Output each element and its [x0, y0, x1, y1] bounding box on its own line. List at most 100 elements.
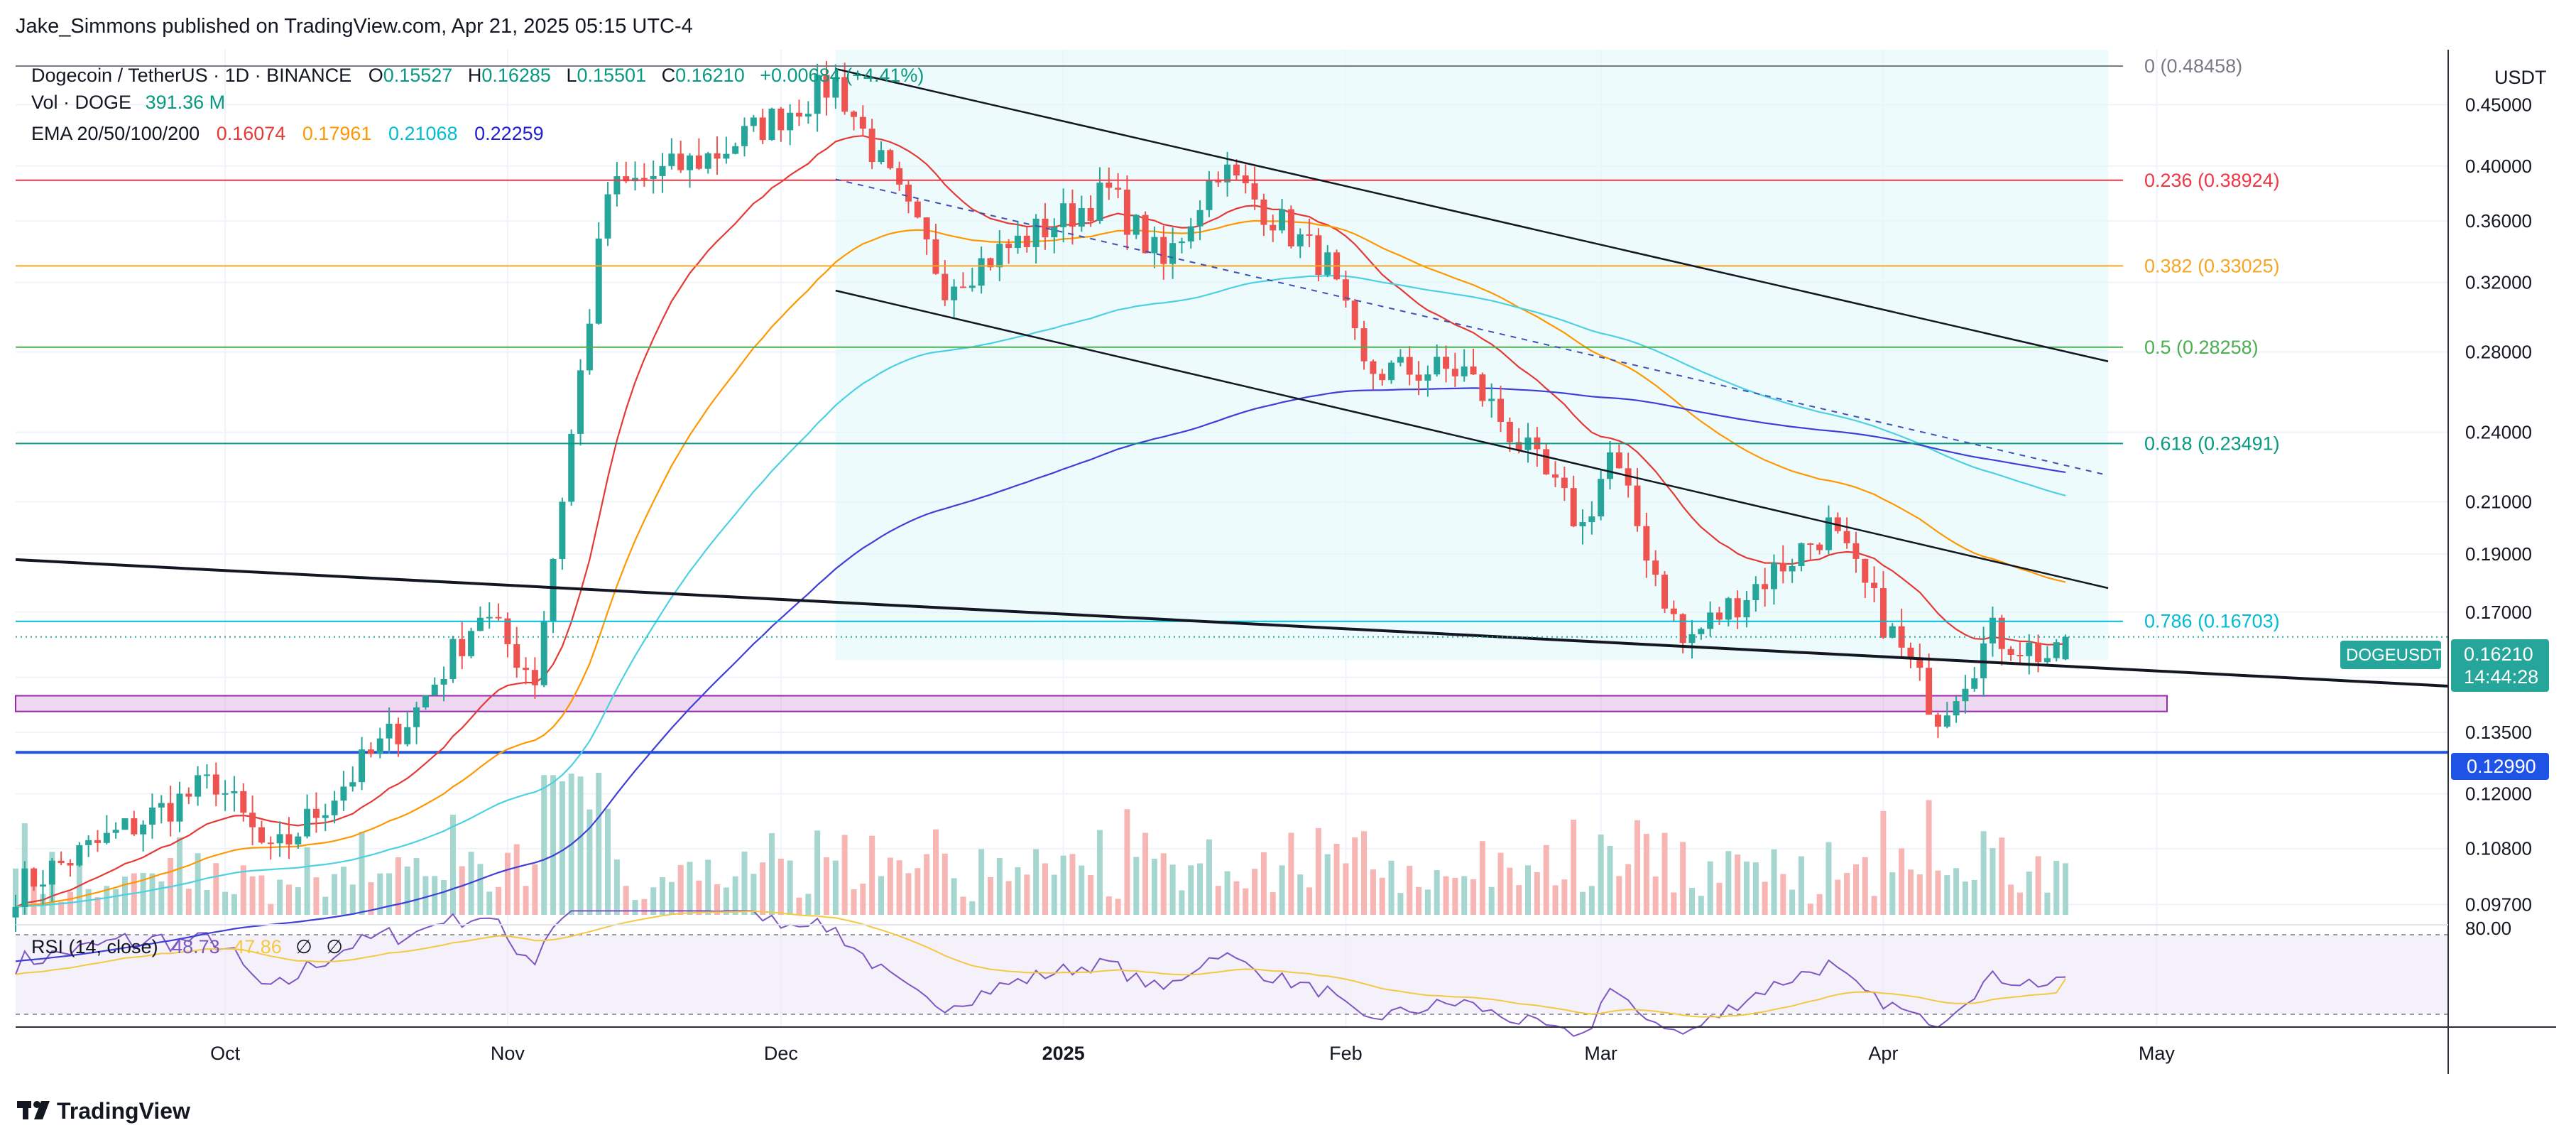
candle-body	[1515, 442, 1522, 450]
ema-label[interactable]: EMA 20/50/100/200	[31, 123, 200, 144]
volume-bars	[13, 773, 2069, 915]
high-label: H	[468, 65, 482, 86]
volume-bar	[841, 835, 848, 915]
candle-body	[2026, 642, 2033, 656]
volume-bar	[140, 873, 146, 915]
candle-body	[750, 117, 757, 126]
candle-body	[923, 217, 930, 240]
candle-body	[1552, 474, 1559, 478]
volume-bar	[696, 880, 702, 915]
candle-body	[1106, 183, 1113, 188]
volume-bar	[1024, 874, 1030, 915]
volume-bar	[1133, 857, 1140, 915]
volume-bar	[277, 879, 283, 915]
candle-body	[1715, 612, 1723, 620]
candle-body	[1598, 479, 1605, 517]
volume-bar	[1671, 892, 1677, 915]
volume-bar	[213, 863, 219, 915]
volume-bar	[2063, 863, 2069, 915]
candle-body	[568, 433, 575, 502]
candle-body	[777, 108, 785, 131]
candle-body	[1014, 235, 1021, 249]
candle-body	[322, 815, 329, 818]
price-tick: 0.19000	[2465, 543, 2532, 565]
price-tick: 0.17000	[2465, 602, 2532, 623]
volume-bar	[687, 862, 693, 915]
candle-body	[1543, 449, 1550, 474]
candle-body	[1989, 617, 1996, 644]
volume-bar	[969, 901, 976, 915]
volume-bar	[1871, 896, 1877, 915]
candle-body	[1406, 357, 1413, 375]
candle-body	[131, 818, 138, 835]
volume-bar	[951, 878, 957, 915]
volume-bar	[1333, 843, 1340, 915]
candle-body	[1342, 279, 1349, 301]
candle-body	[422, 695, 429, 707]
volume-bar	[1643, 833, 1649, 915]
candle-body	[312, 808, 320, 818]
candle-body	[559, 501, 566, 559]
candle-body	[1962, 688, 1969, 702]
volume-bar	[532, 864, 538, 915]
price-tick: 0.09700	[2465, 894, 2532, 916]
volume-bar	[824, 857, 829, 915]
volume-bar	[1270, 892, 1276, 915]
candle-body	[367, 749, 374, 754]
volume-bar	[732, 876, 738, 915]
candle-body	[1287, 209, 1294, 246]
candle-body	[340, 786, 347, 801]
volume-bar	[1698, 896, 1704, 915]
volume-bar	[1497, 852, 1504, 915]
volume-bar	[660, 877, 666, 915]
high-value: 0.16285	[481, 65, 551, 86]
volume-bar	[787, 860, 793, 915]
candle-body	[1279, 209, 1286, 231]
volume-label[interactable]: Vol · DOGE	[31, 92, 131, 113]
candle-body	[1688, 634, 1696, 644]
candle-body	[376, 738, 383, 754]
rsi-value: 48.73	[172, 936, 220, 957]
volume-bar	[332, 874, 338, 915]
fib-label: 0.382 (0.33025)	[2144, 255, 2280, 276]
volume-bar	[1434, 870, 1440, 915]
volume-bar	[1625, 864, 1632, 915]
volume-bar	[441, 880, 447, 915]
low-label: L	[566, 65, 577, 86]
candle-body	[203, 774, 210, 776]
candle-body	[796, 112, 803, 117]
candle-body	[1898, 626, 1905, 648]
price-tick: 0.10800	[2465, 838, 2532, 859]
channel-area	[835, 50, 2109, 661]
volume-bar	[1953, 868, 1960, 915]
candle-body	[440, 678, 447, 685]
rsi-label[interactable]: RSI (14, close)	[31, 936, 158, 957]
volume-bar	[204, 890, 210, 915]
candle-body	[431, 684, 438, 695]
candle-body	[832, 77, 839, 98]
volume-bar	[1160, 853, 1167, 915]
volume-bar	[285, 884, 292, 915]
volume-bar	[1315, 827, 1321, 915]
volume-bar	[1416, 886, 1422, 915]
ema-100-line	[15, 274, 2066, 908]
last-price-symbol: DOGEUSDT	[2346, 646, 2443, 665]
volume-bar	[349, 884, 356, 915]
volume-bar	[905, 873, 912, 915]
candle-body	[968, 286, 976, 288]
volume-bar	[1762, 881, 1768, 915]
price-tick: 0.40000	[2465, 156, 2532, 177]
candle-body	[850, 112, 857, 117]
candle-body	[513, 644, 520, 668]
candle-body	[476, 617, 484, 631]
volume-bar	[504, 852, 511, 915]
symbol-title[interactable]: Dogecoin / TetherUS · 1D · BINANCE	[31, 65, 351, 86]
currency-label[interactable]: USDT	[2494, 67, 2547, 88]
candle-body	[48, 860, 55, 885]
candle-body	[212, 774, 219, 795]
volume-bar	[1188, 865, 1194, 915]
candle-body	[531, 670, 538, 685]
volume-bar	[1343, 863, 1349, 915]
candle-body	[540, 621, 547, 685]
